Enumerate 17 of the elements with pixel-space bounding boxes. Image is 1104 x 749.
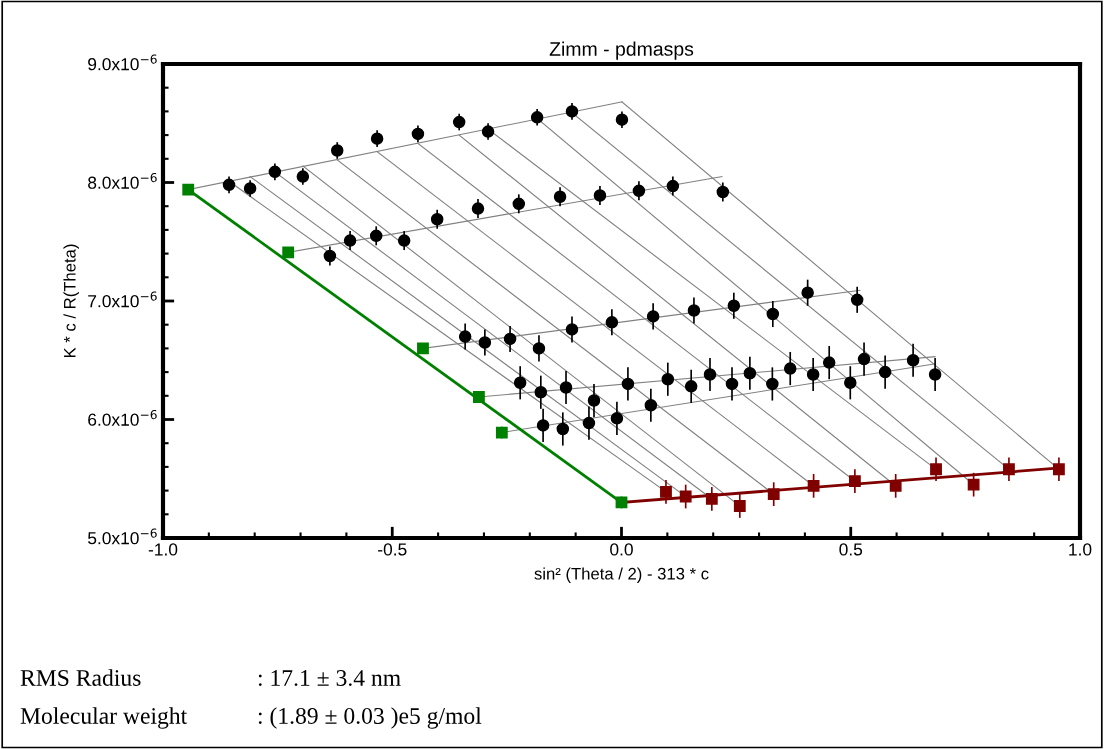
- y-tick-label: 9.0x10$^{−6}$: [88, 54, 157, 71]
- text: : 17.1 ± 3.4 nm: [258, 670, 401, 687]
- x-tick-label: -0.5: [378, 543, 407, 556]
- x-tick-label: 0.5: [839, 543, 863, 556]
- y-axis-title: K * c / R(Theta): [63, 244, 79, 358]
- y-tick-label: 5.0x10$^{−6}$: [88, 528, 157, 545]
- x-axis-title: sin² (Theta / 2) - 313 * c: [534, 567, 709, 583]
- y-tick-label: 6.0x10$^{−6}$: [88, 409, 157, 426]
- x-tick-label: -1.0: [148, 543, 178, 556]
- x-tick-label: 0.0: [610, 543, 633, 556]
- y-tick-label: 8.0x10$^{−6}$: [88, 172, 157, 189]
- text: : (1.89 ± 0.03 )e5 g/mol: [258, 707, 482, 729]
- x-tick-label: 1.0: [1069, 543, 1092, 556]
- chart-title: Zimm - pdmasps: [549, 41, 694, 60]
- text: RMS Radius: [20, 669, 141, 686]
- y-tick-label: 7.0x10$^{−6}$: [88, 291, 157, 308]
- text: Molecular weight: [20, 707, 188, 729]
